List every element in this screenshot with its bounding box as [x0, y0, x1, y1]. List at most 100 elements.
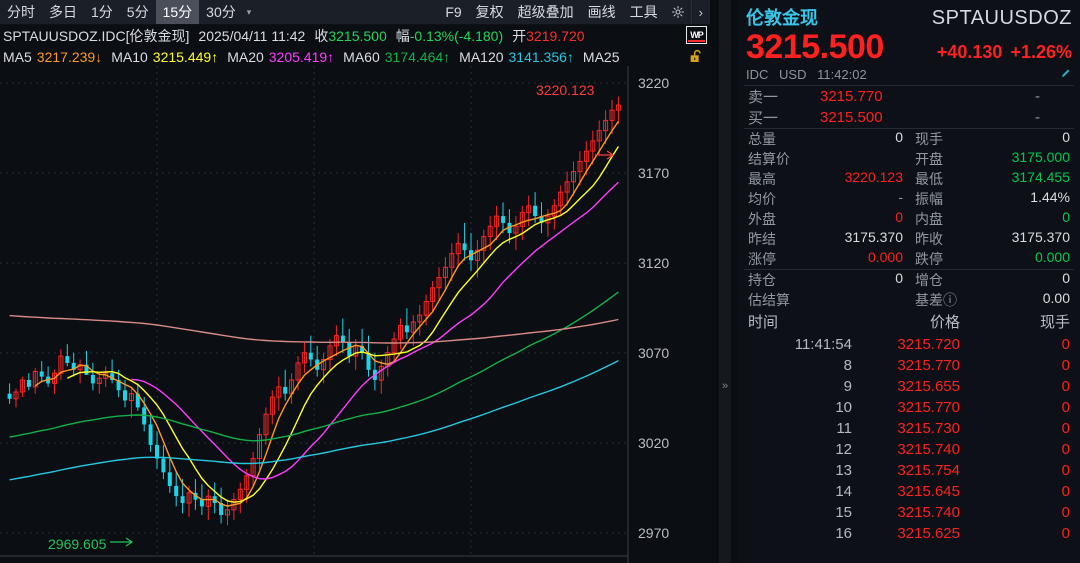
ma5-value: 3217.239: [36, 48, 96, 65]
stat-cell: 涨停 0.000: [748, 249, 915, 269]
panel-expand-button[interactable]: »: [719, 375, 731, 397]
candlestick-chart[interactable]: 3220 3170 3120 3070 3020 2970: [0, 66, 710, 563]
stat-cell: 跌停 0.000: [915, 249, 1070, 269]
tick-price: 3215.740: [897, 503, 960, 521]
chart-toolbar: 分时 多日 1分 5分 15分 30分 ▾ F9 复权 超级叠加 画线 工具 ›: [0, 0, 710, 25]
button-label: 超级叠加: [517, 4, 574, 20]
stat-cell: 最低 3174.455: [915, 169, 1070, 189]
tick-volume: 0: [1061, 419, 1070, 437]
change-percent: +1.26%: [1010, 42, 1072, 62]
stat-value: 0: [895, 128, 903, 145]
y-tick-3070: 3070: [638, 345, 670, 361]
ma10-name: MA10: [111, 48, 148, 65]
stat-label: 涨停: [748, 250, 776, 267]
tick-row[interactable]: 10 3215.770 0: [738, 397, 1080, 418]
y-tick-3120: 3120: [638, 255, 670, 271]
quote-price-line: 3215.500 +40.130 +1.26%: [738, 28, 1080, 66]
stat-cell: 持仓 0: [748, 270, 915, 290]
tab-duori[interactable]: 多日: [42, 0, 84, 24]
toolbar-expand-button[interactable]: ›: [690, 0, 710, 24]
ma60-arrow: ↑: [443, 48, 451, 65]
tick-row[interactable]: 11:41:54 3215.720 0: [738, 334, 1080, 355]
statistics-row: 昨结 3175.370 昨收 3175.370: [738, 229, 1080, 249]
wp-badge[interactable]: WP: [686, 26, 707, 44]
period-dropdown-caret[interactable]: ▾: [243, 0, 256, 24]
tick-col-time: 时间: [748, 314, 779, 332]
stat-label: 昨结: [748, 230, 776, 247]
ma-line-ma5: [34, 121, 619, 507]
button-fuquan[interactable]: 复权: [469, 0, 511, 24]
ma-line-ma10: [67, 146, 619, 503]
stat-value: 3174.455: [1011, 168, 1070, 185]
stat-label: 振幅: [915, 190, 943, 207]
bid-ask-volume: -: [1035, 87, 1040, 105]
stat-cell: 内盘 0: [915, 209, 1070, 229]
tick-time: 14: [835, 482, 852, 500]
tick-price: 3215.655: [897, 377, 960, 395]
button-f9[interactable]: F9: [438, 0, 468, 24]
button-super-overlay[interactable]: 超级叠加: [511, 0, 581, 24]
bid-ask-row[interactable]: 买一 3215.500 -: [738, 107, 1080, 128]
tick-volume: 0: [1061, 335, 1070, 353]
tick-price: 3215.754: [897, 461, 960, 479]
tick-row[interactable]: 11 3215.730 0: [738, 418, 1080, 439]
tick-row[interactable]: 14 3215.645 0: [738, 481, 1080, 502]
stat-label: 结算价: [748, 150, 790, 167]
tab-1min[interactable]: 1分: [84, 0, 120, 24]
tab-15min[interactable]: 15分: [155, 0, 200, 24]
tick-row[interactable]: 15 3215.740 0: [738, 502, 1080, 523]
bid-ask-row[interactable]: 卖一 3215.770 -: [738, 86, 1080, 107]
quote-meta-row: IDC USD 11:42:02: [738, 66, 1080, 85]
bid-ask-list: 卖一 3215.770 - 买一 3215.500 -: [738, 86, 1080, 128]
tick-volume: 0: [1061, 377, 1070, 395]
button-label: 画线: [587, 4, 616, 20]
bid-ask-volume: -: [1035, 108, 1040, 126]
tab-5min[interactable]: 5分: [120, 0, 156, 24]
stat-value: 0: [1062, 269, 1070, 286]
lock-toggle[interactable]: [688, 48, 704, 64]
tick-time: 12: [835, 440, 852, 458]
tick-volume: 0: [1061, 503, 1070, 521]
y-tick-3220: 3220: [638, 75, 670, 91]
button-label: 工具: [629, 4, 658, 20]
low-price-label: 2969.605: [48, 536, 107, 552]
tick-row[interactable]: 13 3215.754 0: [738, 460, 1080, 481]
stat-value: 0.000: [867, 248, 903, 265]
stat-cell: 总量 0: [748, 129, 915, 149]
ma20-value: 3205.419: [268, 48, 328, 65]
edit-button[interactable]: [1060, 67, 1072, 82]
button-draw-line[interactable]: 画线: [581, 0, 623, 24]
tick-table-body[interactable]: 11:41:54 3215.720 0 8 3215.770 0 9 3215.…: [738, 334, 1080, 544]
stat-value: 1.44%: [1030, 188, 1070, 205]
tick-row[interactable]: 16 3215.625 0: [738, 523, 1080, 544]
double-chevron-right-icon: »: [721, 380, 729, 392]
statistics-row: 最高 3220.123 最低 3174.455: [738, 169, 1080, 189]
tab-label: 5分: [126, 4, 149, 20]
open-value: 3219.720: [526, 27, 585, 44]
chart-pane: 分时 多日 1分 5分 15分 30分 ▾ F9 复权 超级叠加 画线 工具 ›: [0, 0, 710, 563]
stat-cell: 均价 -: [748, 189, 915, 209]
stat-label: 跌停: [915, 250, 943, 267]
ma-legend-row: MA5 3217.239 ↓ MA10 3215.449 ↑ MA20 3205.4…: [0, 46, 710, 67]
tick-volume: 0: [1061, 356, 1070, 374]
button-tools[interactable]: 工具: [623, 0, 665, 24]
tick-price: 3215.770: [897, 398, 960, 416]
stat-cell: 开盘 3175.000: [915, 149, 1070, 169]
tab-fenshi[interactable]: 分时: [0, 0, 42, 24]
tick-volume: 0: [1061, 482, 1070, 500]
tab-30min[interactable]: 30分: [199, 0, 243, 24]
tick-price: 3215.730: [897, 419, 960, 437]
tick-table-header: 时间 价格 现手: [738, 310, 1080, 334]
last-price: 3215.500: [746, 28, 884, 66]
tick-price: 3215.645: [897, 482, 960, 500]
change-absolute: +40.130: [936, 42, 1003, 62]
stat-value: 0.000: [1034, 248, 1070, 265]
instrument-name: 伦敦金现: [746, 8, 818, 28]
tick-row[interactable]: 12 3215.740 0: [738, 439, 1080, 460]
settings-button[interactable]: [665, 0, 691, 24]
tick-row[interactable]: 9 3215.655 0: [738, 376, 1080, 397]
stat-label: 现手: [915, 130, 943, 147]
divider-bar[interactable]: [719, 0, 731, 563]
ma250-name: MA25: [582, 48, 620, 65]
tick-row[interactable]: 8 3215.770 0: [738, 355, 1080, 376]
